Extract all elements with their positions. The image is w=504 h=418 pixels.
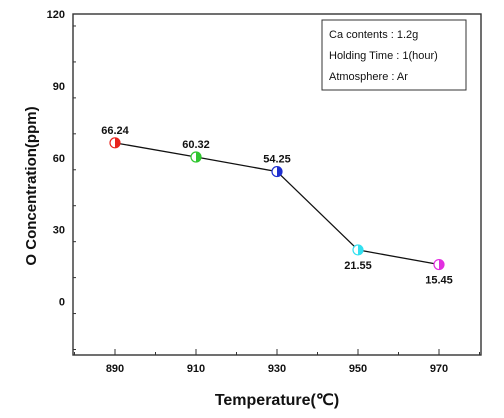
y-tick-label: 120: [47, 9, 65, 21]
data-point-marker-fill: [115, 137, 120, 148]
x-tick-label: 970: [430, 363, 448, 375]
legend-line-atmos: Atmosphere : Ar: [329, 71, 408, 83]
y-axis-label: O Concentration(ppm): [23, 106, 40, 265]
data-label: 66.24: [101, 125, 129, 137]
y-tick-label: 90: [53, 81, 65, 93]
series-line: 66.24 60.32 54.25 21.55 15.45: [101, 125, 453, 287]
data-point-marker-fill: [277, 166, 282, 177]
data-label: 21.55: [344, 260, 372, 272]
x-tick-label: 890: [106, 363, 124, 375]
y-tick-label: 30: [53, 225, 65, 237]
x-tick-label: 910: [187, 363, 205, 375]
legend-line-ca: Ca contents : 1.2g: [329, 29, 418, 41]
data-label: 15.45: [425, 275, 453, 287]
x-tick-label: 930: [268, 363, 286, 375]
x-tick-label: 950: [349, 363, 367, 375]
data-label: 54.25: [263, 154, 291, 166]
legend-box: [321, 19, 467, 91]
legend-line-time: Holding Time : 1(hour): [329, 50, 438, 62]
data-point-marker-fill: [358, 244, 363, 255]
legend: Ca contents : 1.2g Holding Time : 1(hour…: [321, 19, 467, 91]
data-label: 60.32: [182, 139, 210, 151]
data-point-marker-fill: [196, 152, 201, 163]
x-axis: 890 910 930 950 970: [74, 349, 480, 375]
y-tick-label: 0: [59, 297, 65, 309]
data-point-marker-fill: [439, 259, 444, 270]
y-tick-label: 60: [53, 153, 65, 165]
x-axis-label: Temperature(℃): [215, 392, 339, 409]
y-axis: 0 30 60 90 120: [47, 9, 76, 350]
